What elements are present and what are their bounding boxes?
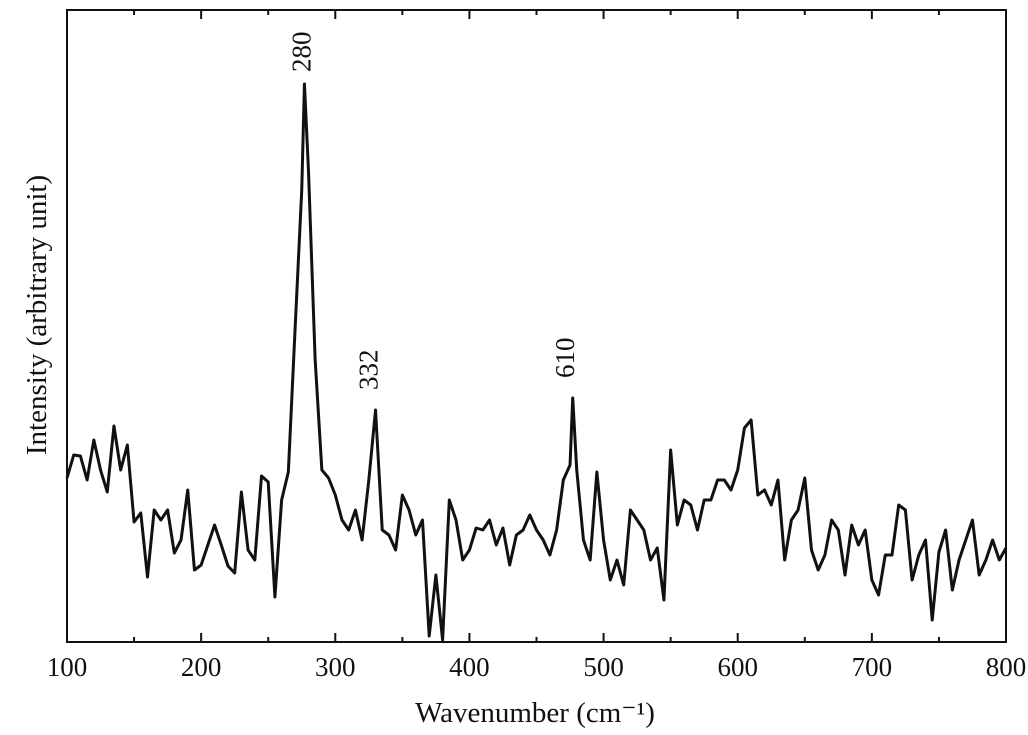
peak-annotation: 610: [550, 338, 580, 379]
peak-annotation: 280: [287, 32, 317, 73]
x-tick-label: 200: [181, 652, 222, 682]
x-tick-label: 100: [47, 652, 88, 682]
x-tick-label: 600: [717, 652, 758, 682]
x-tick-label: 300: [315, 652, 356, 682]
y-axis-label: Intensity (arbitrary unit): [21, 175, 53, 455]
spectrum-line: [65, 82, 1008, 642]
x-axis-label: Wavenumber (cm⁻¹): [415, 697, 655, 729]
x-tick-label: 400: [449, 652, 490, 682]
x-tick-label: 700: [852, 652, 893, 682]
x-tick-label: 800: [986, 652, 1027, 682]
x-tick-label: 500: [583, 652, 624, 682]
peak-annotation: 332: [354, 350, 384, 391]
